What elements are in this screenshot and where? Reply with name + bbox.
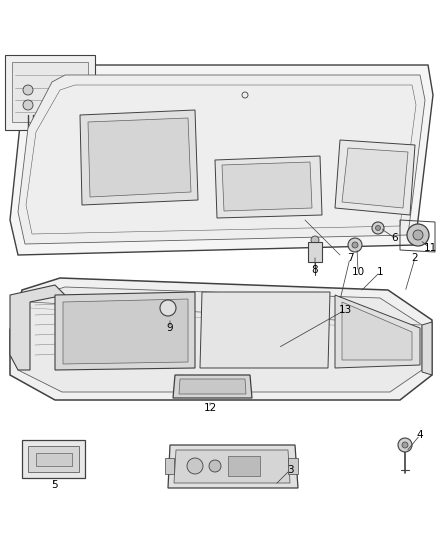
Text: 5: 5: [51, 480, 57, 490]
Text: 2: 2: [412, 253, 418, 263]
Polygon shape: [335, 140, 415, 215]
Polygon shape: [18, 75, 425, 244]
Polygon shape: [55, 292, 195, 370]
Polygon shape: [215, 156, 322, 218]
Polygon shape: [12, 62, 88, 122]
Text: 6: 6: [392, 233, 398, 243]
Polygon shape: [308, 242, 322, 262]
Circle shape: [398, 438, 412, 452]
Text: 11: 11: [424, 243, 437, 253]
Polygon shape: [288, 458, 298, 474]
Circle shape: [413, 230, 423, 240]
Circle shape: [348, 238, 362, 252]
Circle shape: [375, 225, 381, 230]
Text: 9: 9: [167, 323, 173, 333]
Polygon shape: [88, 118, 191, 197]
Text: 3: 3: [287, 465, 293, 475]
Polygon shape: [422, 322, 432, 375]
Polygon shape: [179, 379, 246, 394]
Text: 8: 8: [312, 265, 318, 275]
Polygon shape: [10, 278, 432, 400]
Polygon shape: [335, 295, 420, 368]
Circle shape: [160, 300, 176, 316]
Polygon shape: [10, 285, 65, 370]
Polygon shape: [22, 440, 85, 478]
Text: 7: 7: [347, 253, 353, 263]
Circle shape: [209, 460, 221, 472]
Polygon shape: [342, 302, 412, 360]
Circle shape: [402, 442, 408, 448]
Polygon shape: [80, 110, 198, 205]
Polygon shape: [18, 287, 422, 392]
Circle shape: [23, 100, 33, 110]
Text: 10: 10: [351, 267, 364, 277]
Polygon shape: [200, 292, 330, 368]
Polygon shape: [168, 445, 298, 488]
Polygon shape: [174, 450, 290, 483]
Polygon shape: [165, 458, 174, 474]
Text: 13: 13: [339, 305, 352, 315]
Polygon shape: [28, 446, 79, 472]
Circle shape: [187, 458, 203, 474]
Polygon shape: [10, 65, 433, 255]
Polygon shape: [36, 453, 72, 466]
Polygon shape: [63, 299, 188, 364]
Circle shape: [372, 222, 384, 234]
Text: 1: 1: [377, 267, 383, 277]
Circle shape: [407, 224, 429, 246]
Polygon shape: [222, 162, 312, 211]
Circle shape: [23, 85, 33, 95]
Polygon shape: [342, 148, 408, 208]
Polygon shape: [5, 55, 95, 130]
Circle shape: [311, 236, 319, 244]
Text: 4: 4: [417, 430, 423, 440]
Polygon shape: [173, 375, 252, 398]
Polygon shape: [228, 456, 260, 476]
Text: 12: 12: [203, 403, 217, 413]
Circle shape: [352, 242, 358, 248]
